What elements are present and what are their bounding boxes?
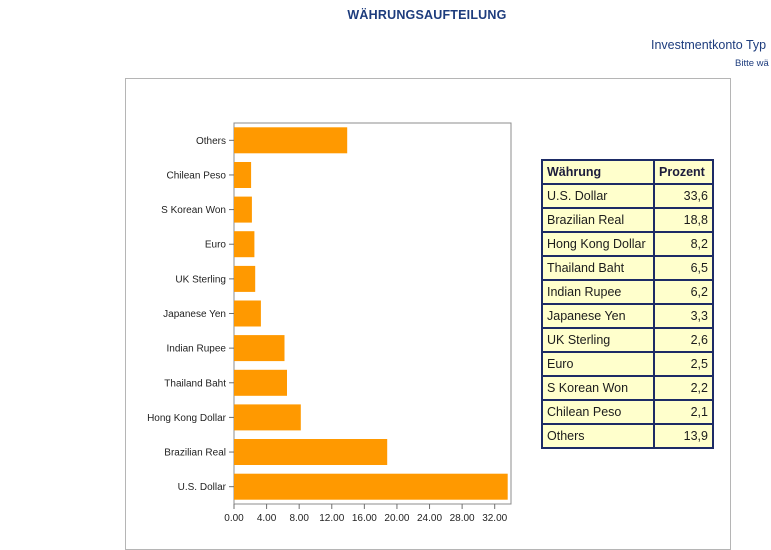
y-tick-label: Others <box>196 136 226 147</box>
bar <box>234 300 261 327</box>
currency-name-cell: U.S. Dollar <box>541 183 655 209</box>
currency-name-cell: Indian Rupee <box>541 279 655 305</box>
column-header-currency: Währung <box>541 159 655 185</box>
x-tick-label: 32.00 <box>482 513 507 524</box>
table-row: Euro 2,5 <box>541 351 714 377</box>
column-header-percent: Prozent <box>653 159 714 185</box>
bar <box>234 473 508 500</box>
x-tick-label: 4.00 <box>257 513 277 524</box>
bar <box>234 231 255 258</box>
currency-name-cell: UK Sterling <box>541 327 655 353</box>
bar <box>234 265 256 292</box>
currency-percent-cell: 33,6 <box>653 183 714 209</box>
y-tick-label: Japanese Yen <box>163 309 226 320</box>
bar <box>234 404 301 431</box>
currency-name-cell: Thailand Baht <box>541 255 655 281</box>
currency-percent-cell: 8,2 <box>653 231 714 257</box>
y-tick-label: Thailand Baht <box>164 378 226 389</box>
currency-percent-cell: 13,9 <box>653 423 714 449</box>
bar <box>234 369 287 396</box>
currency-name-cell: Japanese Yen <box>541 303 655 329</box>
y-tick-label: UK Sterling <box>175 274 226 285</box>
currency-name-cell: Brazilian Real <box>541 207 655 233</box>
y-tick-label: S Korean Won <box>161 205 226 216</box>
currency-percent-cell: 3,3 <box>653 303 714 329</box>
page-title: WÄHRUNGSAUFTEILUNG <box>347 8 507 22</box>
y-tick-label: Indian Rupee <box>167 344 227 355</box>
table-row: Hong Kong Dollar 8,2 <box>541 231 714 257</box>
table-row: Japanese Yen 3,3 <box>541 303 714 329</box>
currency-percent-cell: 6,5 <box>653 255 714 281</box>
currency-name-cell: Hong Kong Dollar <box>541 231 655 257</box>
bar <box>234 335 285 362</box>
y-tick-label: Brazilian Real <box>164 448 226 459</box>
currency-name-cell: Euro <box>541 351 655 377</box>
currency-percent-cell: 18,8 <box>653 207 714 233</box>
table-row: UK Sterling 2,6 <box>541 327 714 353</box>
account-type-hint: Bitte wä <box>735 58 769 69</box>
currency-name-cell: S Korean Won <box>541 375 655 401</box>
x-tick-label: 16.00 <box>352 513 377 524</box>
table-header-row: Währung Prozent <box>541 159 714 185</box>
y-tick-label: Euro <box>205 240 227 251</box>
bar <box>234 162 252 188</box>
x-tick-label: 8.00 <box>289 513 309 524</box>
account-type-label: Investmentkonto Typ <box>651 38 767 52</box>
currency-percent-cell: 2,1 <box>653 399 714 425</box>
currency-name-cell: Chilean Peso <box>541 399 655 425</box>
x-tick-label: 20.00 <box>384 513 409 524</box>
x-tick-label: 12.00 <box>319 513 344 524</box>
table-row: S Korean Won 2,2 <box>541 375 714 401</box>
bar <box>234 127 348 154</box>
bar <box>234 196 252 223</box>
currency-percent-cell: 2,2 <box>653 375 714 401</box>
table-row: Brazilian Real 18,8 <box>541 207 714 233</box>
table-row: Indian Rupee 6,2 <box>541 279 714 305</box>
table-row: Chilean Peso 2,1 <box>541 399 714 425</box>
table-row: Thailand Baht 6,5 <box>541 255 714 281</box>
x-tick-label: 28.00 <box>450 513 475 524</box>
x-tick-label: 0.00 <box>224 513 244 524</box>
y-tick-label: Chilean Peso <box>167 170 227 181</box>
table-row: U.S. Dollar 33,6 <box>541 183 714 209</box>
y-tick-label: U.S. Dollar <box>178 482 227 493</box>
currency-table: Währung Prozent U.S. Dollar 33,6 Brazilia… <box>541 159 714 449</box>
y-tick-label: Hong Kong Dollar <box>147 413 227 424</box>
currency-percent-cell: 2,5 <box>653 351 714 377</box>
table-row: Others 13,9 <box>541 423 714 449</box>
currency-percent-cell: 6,2 <box>653 279 714 305</box>
currency-name-cell: Others <box>541 423 655 449</box>
x-tick-label: 24.00 <box>417 513 442 524</box>
currency-percent-cell: 2,6 <box>653 327 714 353</box>
bar <box>234 439 388 465</box>
